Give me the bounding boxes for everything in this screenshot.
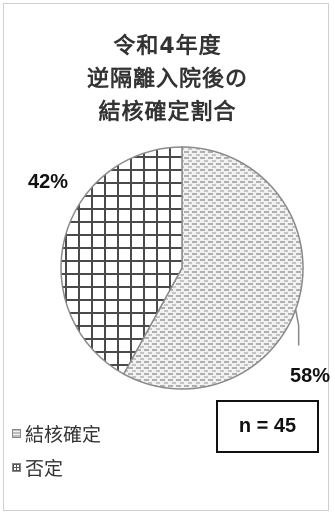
pie-slice-confirmed <box>122 146 304 390</box>
sample-size-box: n = 45 <box>216 400 319 453</box>
data-label-negative: 42% <box>28 171 68 193</box>
sample-size-label: n = 45 <box>238 415 297 437</box>
chart-title-line-3: 結核確定割合 <box>98 100 237 125</box>
pie-slice-negative <box>60 146 183 376</box>
legend-item-negative: 否定 <box>12 450 101 484</box>
leader-line-confirmed <box>294 309 300 346</box>
legend-swatch-confirmed <box>12 428 21 438</box>
legend-swatch-negative <box>12 462 21 472</box>
chart-title-line-2: 逆隔離入院後の <box>86 67 248 92</box>
legend-label-confirmed: 結核確定 <box>25 423 102 446</box>
legend: 結核確定 否定 <box>12 416 101 484</box>
data-label-confirmed: 58% <box>290 365 330 387</box>
legend-label-negative: 否定 <box>25 457 64 480</box>
legend-item-confirmed: 結核確定 <box>12 416 101 450</box>
chart-title-line-1: 令和4年度 <box>113 34 222 59</box>
